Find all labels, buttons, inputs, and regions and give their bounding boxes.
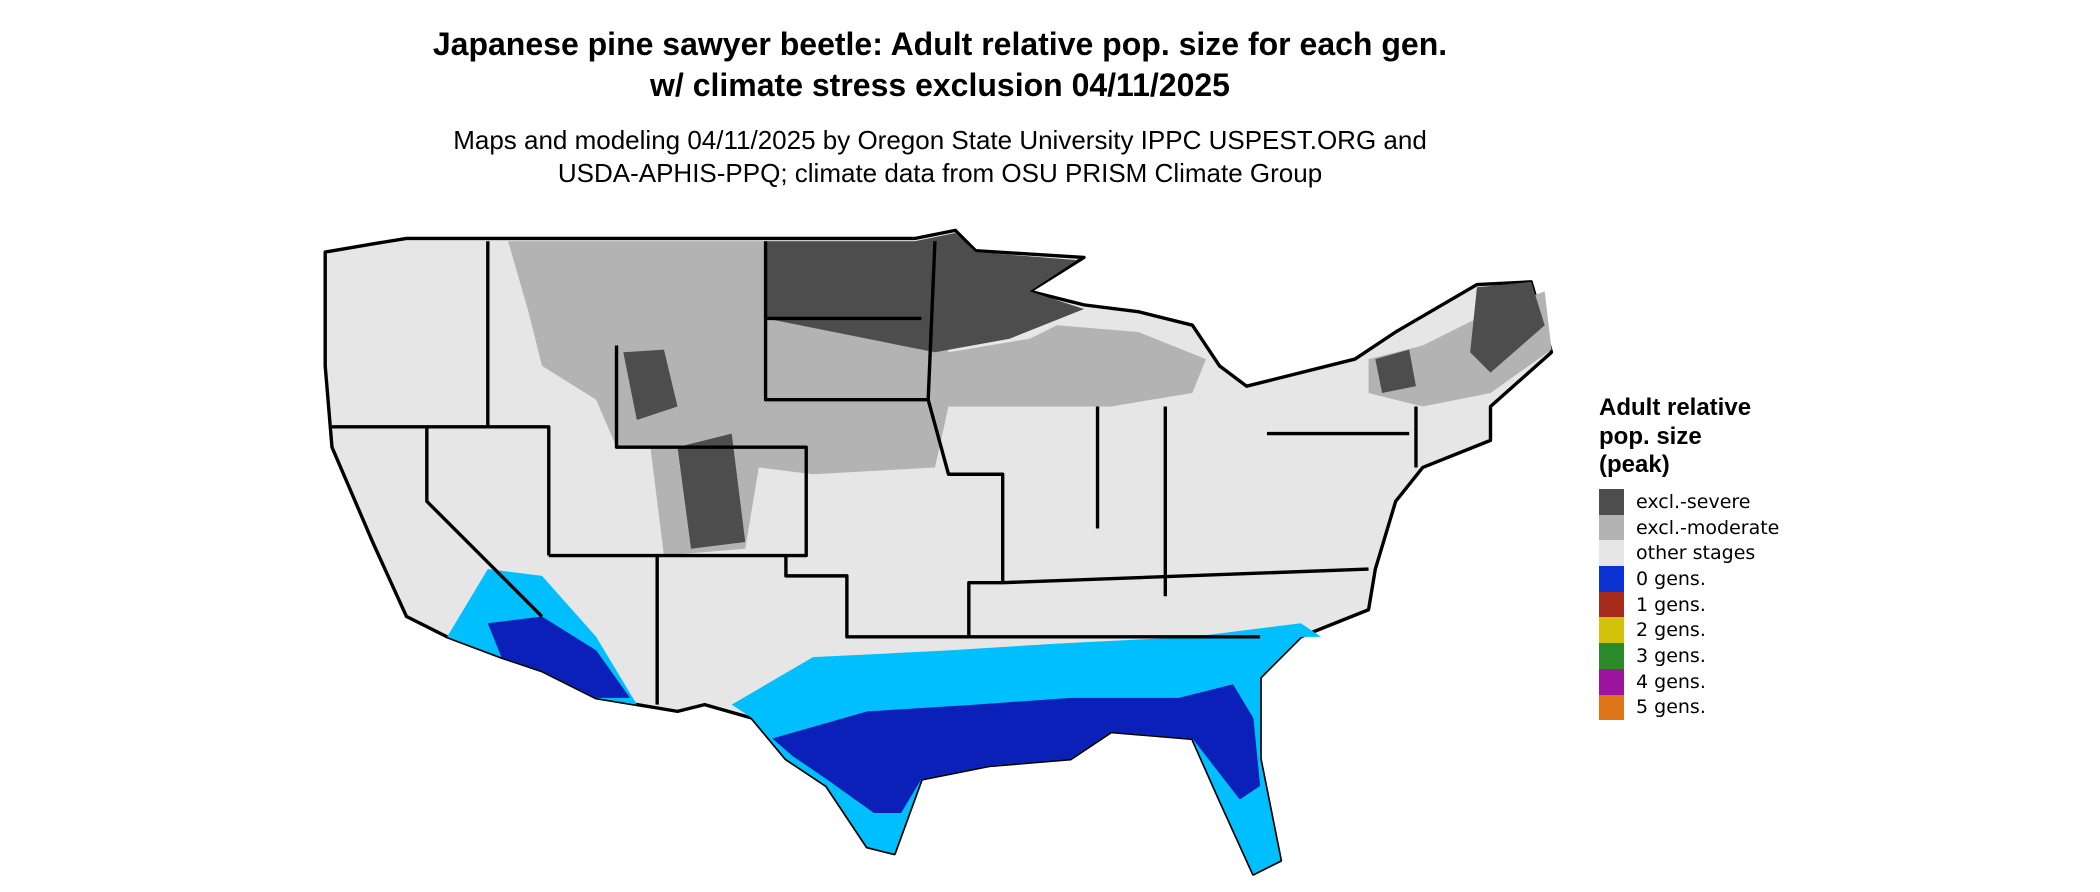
legend-swatch [1599,540,1624,567]
chart-title: Japanese pine sawyer beetle: Adult relat… [432,26,1448,103]
legend-swatch [1599,617,1624,644]
state-borders [331,241,1418,705]
legend-swatch [1599,694,1624,721]
legend-item: excl.-moderate [1599,514,1780,541]
legend-swatch [1599,566,1624,592]
legend-label: 0 gens. [1636,567,1706,590]
legend-item: excl.-severe [1599,489,1779,515]
legend-item: 4 gens. [1599,668,1779,695]
legend-label: other stages [1636,542,1756,565]
legend-item: 5 gens. [1599,694,1779,721]
legend-item: 1 gens. [1599,591,1779,618]
severe-region [623,281,1545,549]
chart-subtitle: Maps and modeling 04/11/2025 by Oregon S… [453,125,1427,188]
legend-swatch [1599,514,1624,541]
legend-label: 1 gens. [1636,593,1706,616]
legend-item: other stages [1599,540,1779,567]
legend-label: 2 gens. [1636,619,1706,642]
legend-label: excl.-moderate [1636,516,1780,539]
legend-item: 0 gens. [1599,566,1779,592]
legend: excl.-severe excl.-moderate other stages 0 … [1599,489,1780,721]
legend-label: 4 gens. [1636,670,1706,693]
legend-title: Adult relative pop. size (peak) [1599,394,1752,478]
legend-label: 3 gens. [1636,644,1706,667]
blue-region [487,616,1261,813]
legend-label: 5 gens. [1636,696,1706,719]
legend-swatch [1599,489,1624,515]
legend-swatch [1599,591,1624,618]
legend-swatch [1599,643,1624,669]
legend-item: 3 gens. [1599,643,1779,669]
legend-item: 2 gens. [1599,617,1779,644]
severe-region [765,233,1084,353]
legend-label: excl.-severe [1636,490,1751,513]
legend-swatch [1599,668,1624,695]
